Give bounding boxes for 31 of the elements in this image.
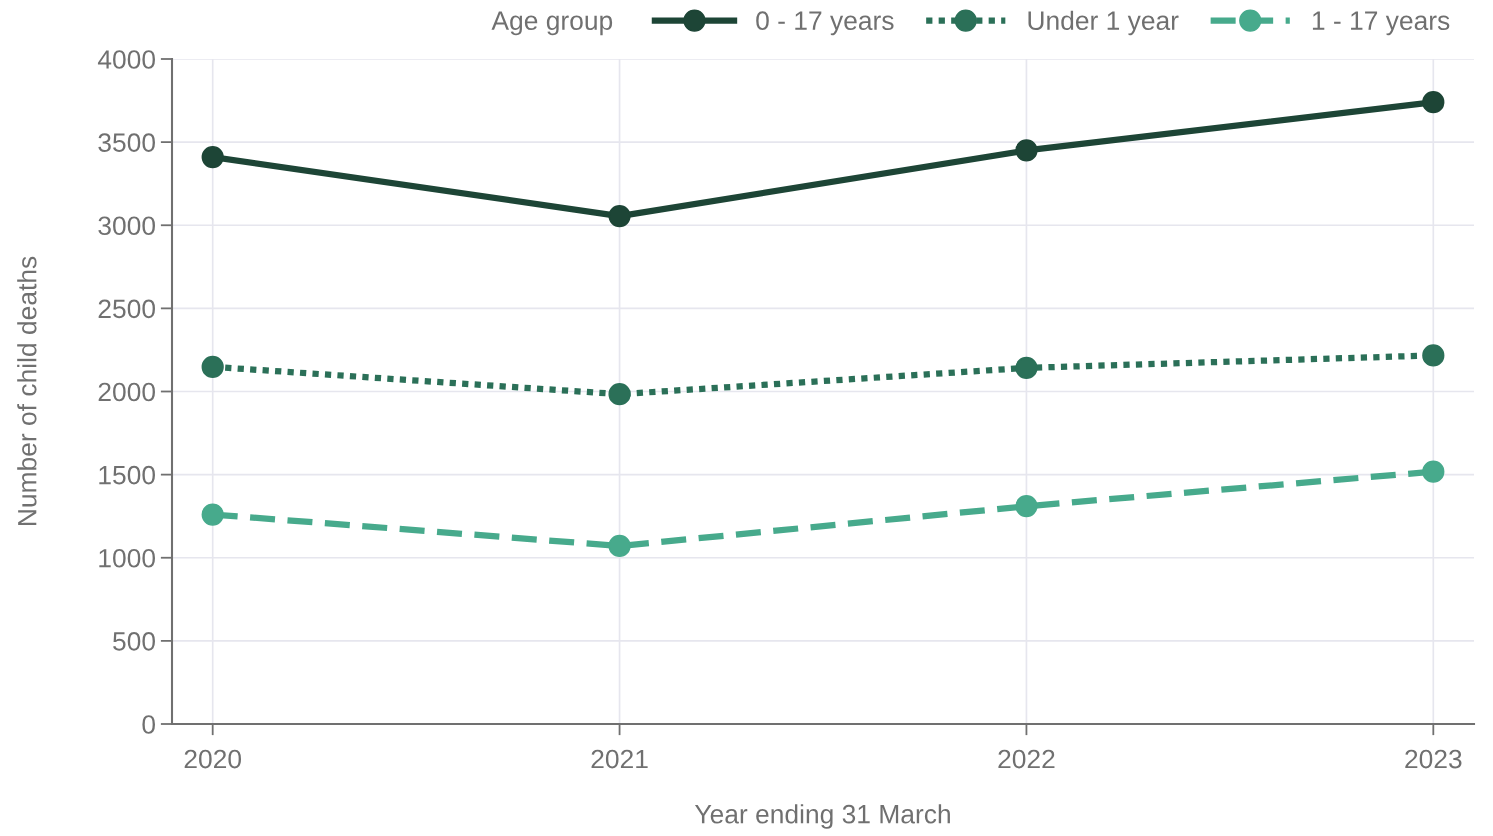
point: [1015, 356, 1038, 380]
y-tick-label: 4000: [97, 50, 155, 69]
point: [608, 534, 631, 558]
legend-label: 0 - 17 years: [756, 11, 894, 36]
point: [201, 355, 224, 379]
x-axis-title: Year ending 31 March: [694, 804, 950, 829]
x-tick-label: 2022: [998, 749, 1055, 769]
point: [1015, 495, 1038, 518]
y-tick-label: 2500: [98, 299, 155, 319]
legend-label: Under 1 year: [1028, 10, 1179, 36]
y-tick-label: 1500: [99, 465, 155, 485]
y-axis-title: Number of child deaths: [17, 256, 37, 526]
point: [1422, 460, 1445, 483]
y-tick-label: 1000: [99, 548, 155, 568]
y-tick-label: 2000: [98, 382, 155, 402]
point: [201, 503, 224, 526]
y-tick-label: 500: [113, 632, 155, 651]
point: [1015, 139, 1038, 162]
y-tick-label: 3500: [98, 133, 155, 152]
x-tick-label: 2023: [1405, 749, 1462, 769]
point: [1422, 91, 1445, 114]
point: [608, 383, 631, 406]
y-tick-label: 0: [142, 715, 155, 734]
x-tick-label: 2020: [184, 749, 242, 769]
point: [608, 204, 631, 228]
point: [1422, 344, 1445, 367]
legend-title: Age group: [491, 11, 613, 36]
point: [201, 145, 224, 169]
legend-label: 1 - 17 years: [1312, 11, 1450, 36]
y-tick-label: 3000: [98, 216, 155, 236]
x-tick-label: 2021: [591, 749, 648, 769]
